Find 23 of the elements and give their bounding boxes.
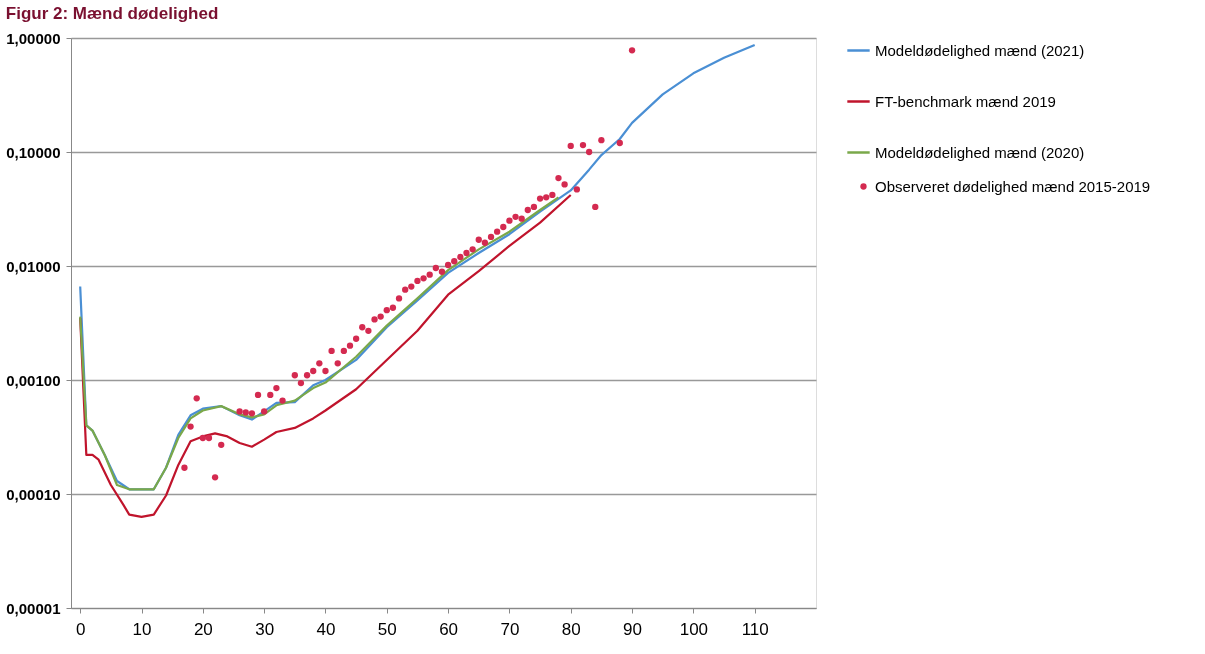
y-tick-label: 0,00010 [6, 485, 61, 503]
x-tick-label: 0 [75, 619, 86, 639]
y-tick-label: 0,01000 [6, 257, 61, 275]
x-tick-label: 40 [316, 619, 336, 639]
x-tick-label: 20 [193, 619, 213, 639]
y-tick-label: 1,00000 [6, 29, 61, 47]
chart-title: Figur 2: Mænd dødelighed [5, 4, 219, 23]
legend-label: FT-benchmark mænd 2019 [875, 92, 1056, 110]
x-tick-label: 70 [500, 619, 520, 639]
x-tick-label: 50 [377, 619, 397, 639]
legend-label: Modeldødelighed mænd (2021) [875, 41, 1085, 59]
x-tick-label: 80 [561, 619, 581, 639]
x-tick-label: 10 [132, 619, 152, 639]
x-tick-label: 90 [623, 619, 643, 639]
legend-label: Observeret dødelighed mænd 2015-2019 [875, 177, 1151, 195]
y-tick-label: 0,00100 [6, 371, 61, 389]
y-tick-label: 0,10000 [6, 143, 61, 161]
x-tick-label: 60 [439, 619, 459, 639]
x-tick-label: 30 [255, 619, 275, 639]
legend-label: Modeldødelighed mænd (2020) [875, 143, 1085, 161]
x-tick-label: 100 [679, 619, 709, 639]
y-tick-label: 0,00001 [6, 599, 61, 617]
x-tick-label: 110 [741, 619, 769, 639]
